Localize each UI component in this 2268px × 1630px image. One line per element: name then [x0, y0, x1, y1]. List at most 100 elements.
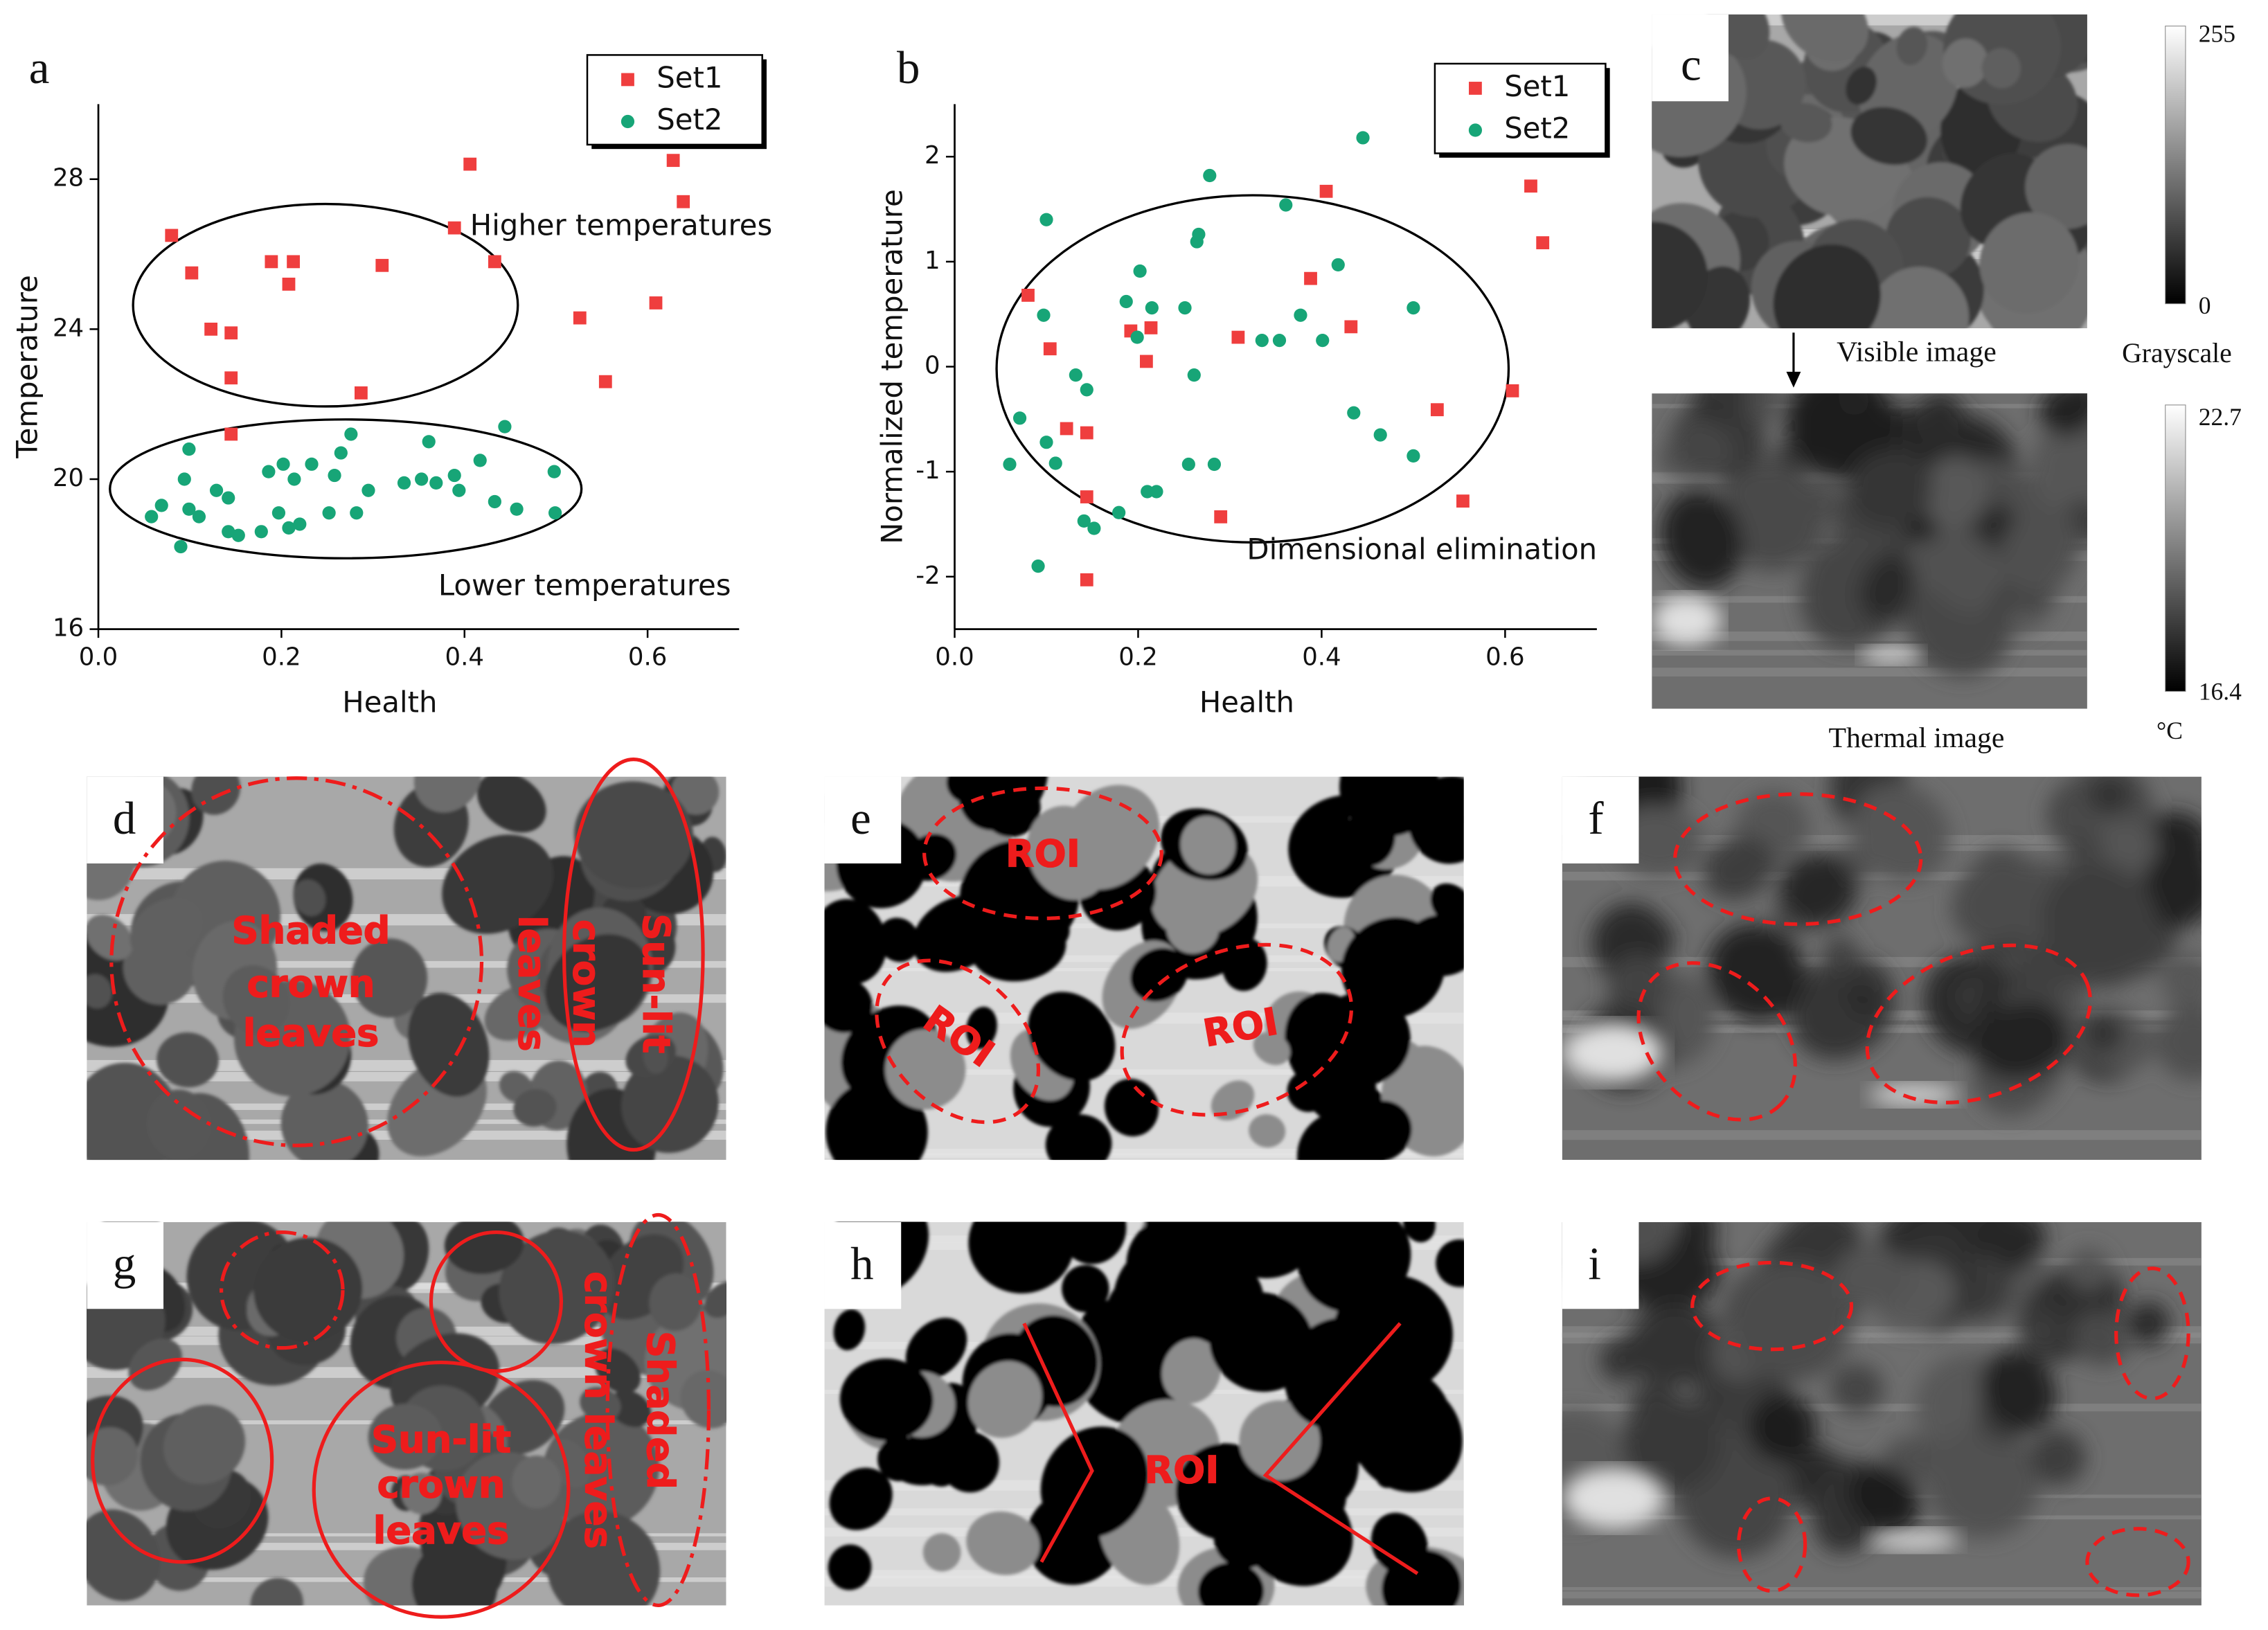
y-tick-label: -1 [916, 456, 940, 485]
panel-letter: f [1588, 793, 1604, 844]
leaf [877, 1435, 922, 1482]
leaf [2087, 777, 2132, 814]
x-tick-label: 0.2 [262, 643, 301, 671]
leaf [1622, 1394, 1721, 1492]
leaf [2025, 143, 2087, 229]
panel-letter: c [1681, 39, 1702, 91]
leaf [922, 1533, 961, 1572]
leaf [1847, 449, 1933, 530]
point [1524, 179, 1537, 193]
point [510, 502, 524, 516]
leaf [1408, 776, 1464, 864]
point [192, 510, 206, 523]
leaf [1999, 507, 2080, 597]
leaf [1341, 917, 1445, 1019]
leaf [1166, 901, 1220, 954]
leaf [1773, 244, 1881, 329]
cluster-ellipse [109, 418, 583, 559]
leaf [1886, 197, 1971, 279]
leaf [368, 1404, 443, 1470]
point [1139, 355, 1153, 368]
legend-marker [1468, 123, 1483, 137]
leaf [2019, 1308, 2063, 1354]
point [447, 221, 461, 235]
leaf [877, 917, 920, 962]
leaf [1848, 1465, 1920, 1534]
leaves [1562, 1221, 2170, 1558]
point [422, 435, 436, 449]
point [1012, 411, 1027, 425]
point [1087, 521, 1101, 535]
point [1294, 308, 1307, 322]
leaf [513, 1089, 557, 1127]
x-tick-label: 0.4 [445, 643, 484, 671]
leaf [1979, 212, 2079, 314]
leaf [1045, 1114, 1112, 1161]
leaf [1238, 1477, 1353, 1586]
roi-outline [1120, 942, 1354, 1117]
leaf [1425, 1075, 1464, 1125]
panel-letter: g [113, 1238, 136, 1289]
leaf [1430, 883, 1464, 927]
leaf [2039, 393, 2087, 436]
leaf [609, 1390, 652, 1427]
leaf [1913, 393, 1965, 443]
point [649, 296, 663, 310]
leaf [1927, 1424, 2041, 1539]
corner [1652, 14, 1729, 102]
y-axis-label: Normalized temperature [875, 189, 909, 544]
leaf [1104, 1078, 1159, 1137]
leaf [1026, 805, 1111, 900]
leaf [2155, 1003, 2202, 1080]
leaf [2161, 953, 2202, 1010]
point [1037, 308, 1051, 322]
point [209, 483, 224, 497]
leaf [130, 897, 203, 962]
point [1319, 184, 1333, 198]
point [204, 322, 218, 336]
stripe [1652, 668, 2087, 677]
point [1331, 258, 1345, 272]
roi-outline [605, 1212, 711, 1608]
leaf [2141, 845, 2202, 928]
leaf [413, 776, 482, 813]
panel-letter: a [29, 42, 50, 93]
x-axis-label: Health [342, 686, 437, 719]
point [447, 468, 461, 483]
point [271, 506, 286, 520]
leaf [1306, 1055, 1377, 1123]
leaf [1349, 1100, 1412, 1161]
annotation: Lower temperatures [438, 568, 731, 602]
leaf [157, 1032, 219, 1088]
point [1255, 334, 1269, 348]
leaf [967, 1361, 1042, 1438]
leaf [545, 934, 650, 1032]
leaf [704, 1281, 726, 1318]
point [1279, 198, 1293, 212]
point [573, 311, 587, 325]
x-tick-label: 0.0 [79, 643, 118, 671]
leaf [958, 776, 1048, 831]
leaf [1981, 48, 2021, 89]
point [1506, 384, 1519, 397]
leaf [1062, 1264, 1109, 1313]
point [1141, 485, 1154, 499]
warm-spot [1562, 1021, 1665, 1084]
annotation: crown [565, 920, 609, 1048]
annotation: Shaded [232, 908, 391, 952]
point [488, 255, 501, 269]
leaf [839, 1358, 934, 1441]
leaf [1087, 1329, 1181, 1411]
leaf [1747, 1393, 1816, 1462]
point [1069, 368, 1082, 382]
leaf [1253, 1032, 1291, 1066]
image-visible [1652, 14, 2087, 329]
leaf [1180, 816, 1236, 875]
leaf [1344, 805, 1395, 866]
colorbar-tick: 16.4 [2199, 678, 2242, 706]
leaf [833, 1309, 866, 1350]
point [1407, 449, 1420, 463]
leaf [1848, 983, 1877, 1016]
